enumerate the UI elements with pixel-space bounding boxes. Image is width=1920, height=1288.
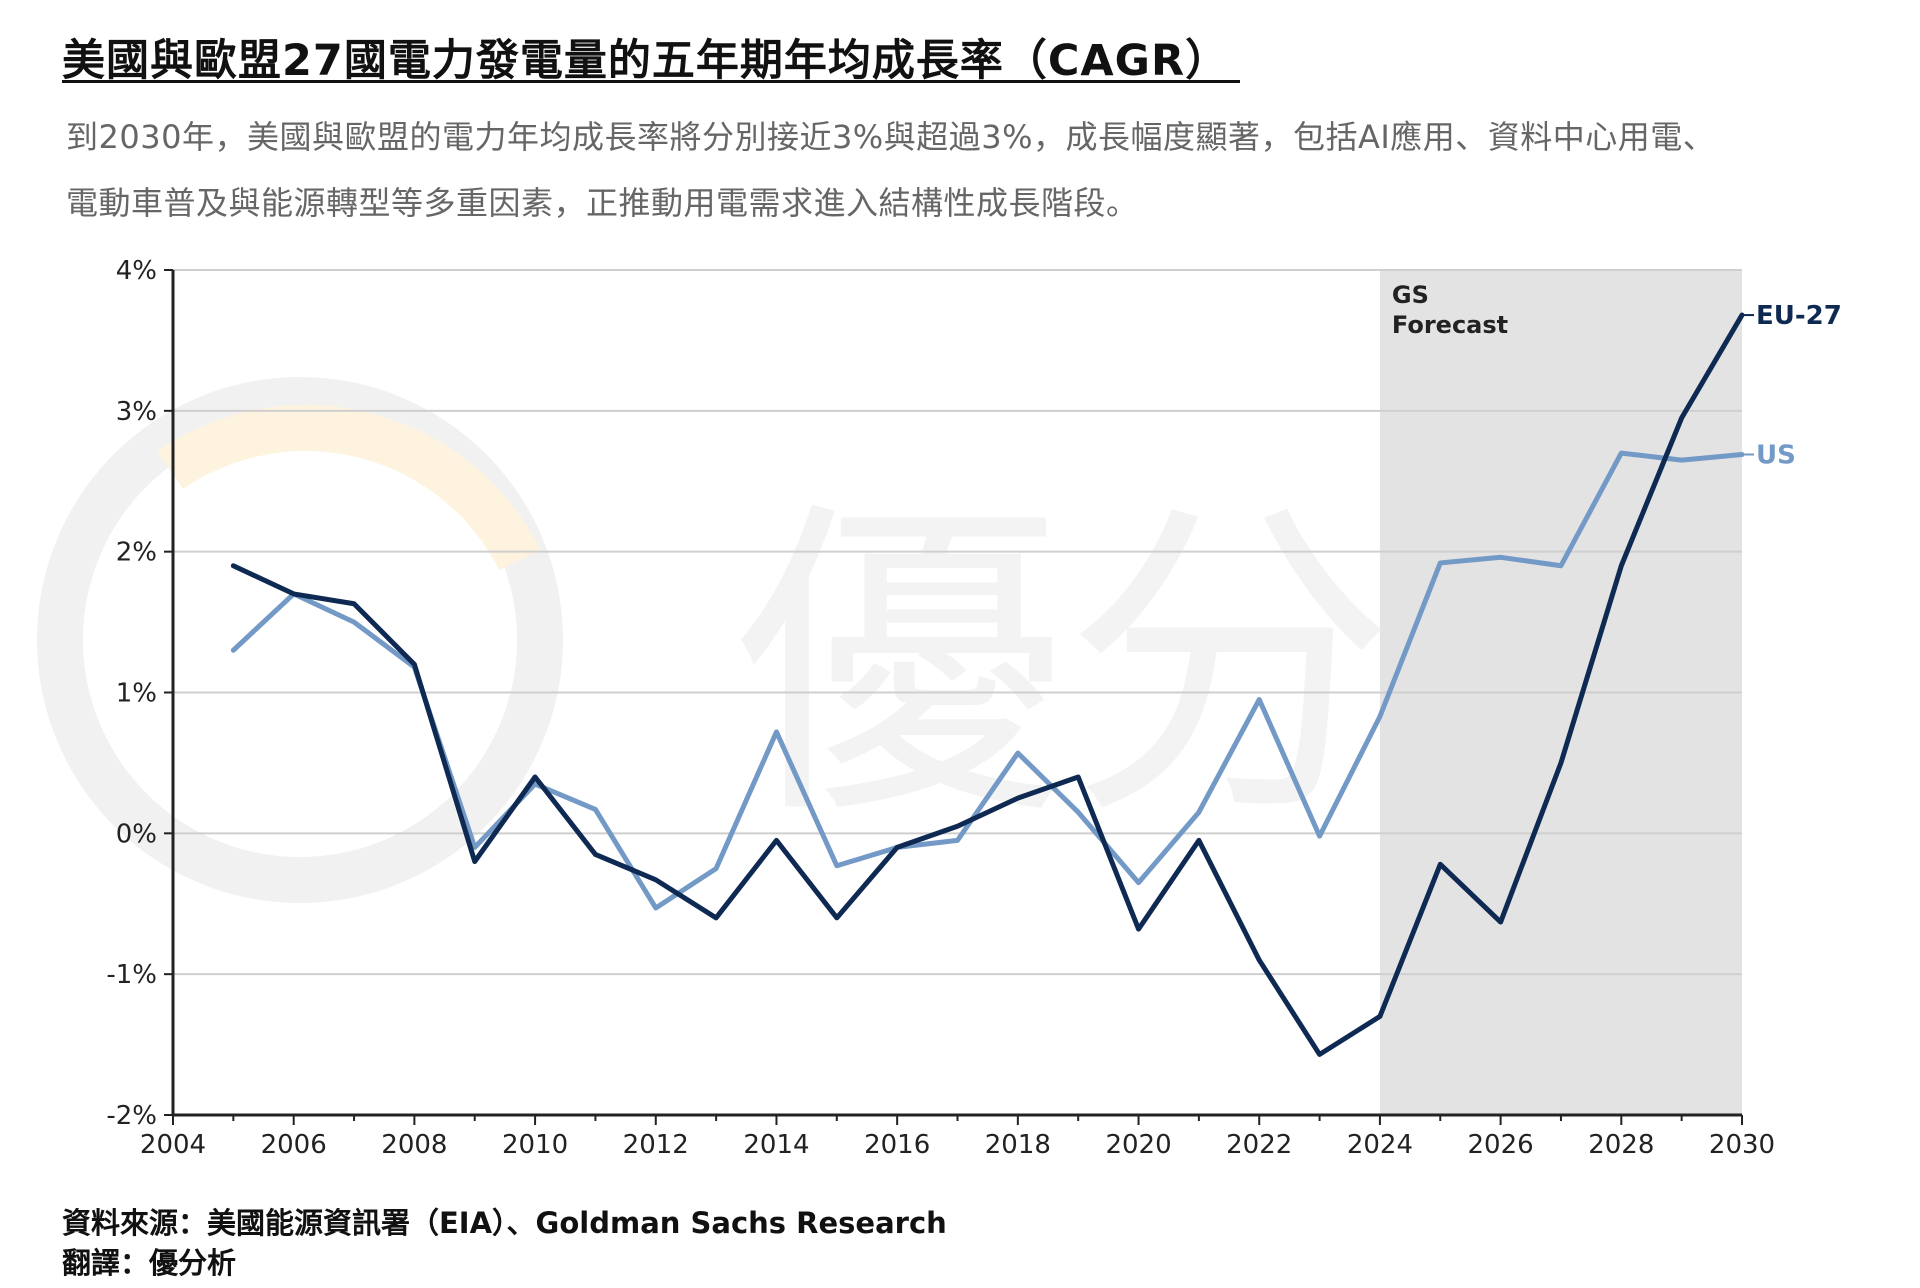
x-axis-ticks: 2004 2006 2008 2010 2012 2014 2016 2018 2020 2022… [140, 1115, 1775, 1160]
x-tick-label: 2024 [1347, 1130, 1413, 1160]
y-tick-label: 0% [116, 819, 157, 849]
page-title: 美國與歐盟27國電力發電量的五年期年均成長率（CAGR） [62, 36, 1230, 86]
x-tick-label: 2028 [1588, 1130, 1654, 1160]
x-tick-label: 2014 [743, 1130, 809, 1160]
x-tick-label: 2022 [1226, 1130, 1292, 1160]
gridlines [173, 269, 1742, 976]
forecast-label-line-1: GS [1392, 281, 1429, 309]
x-tick-label: 2026 [1468, 1130, 1534, 1160]
series-line-us [230, 450, 1745, 911]
x-tick-label: 2006 [261, 1130, 327, 1160]
x-tick-label: 2018 [985, 1130, 1051, 1160]
series-line-eu-27 [230, 312, 1745, 1057]
x-tick-label: 2004 [140, 1130, 206, 1160]
title-underline [62, 80, 1240, 83]
translation-note: 翻譯：優分析 [62, 1246, 237, 1280]
x-tick-label: 2020 [1105, 1130, 1171, 1160]
series-label-eu-27: EU-27 [1756, 301, 1842, 331]
y-tick-label: 4% [116, 256, 157, 286]
x-tick-label: 2030 [1709, 1130, 1775, 1160]
y-tick-label: -2% [106, 1101, 157, 1131]
series-lines [230, 312, 1745, 1057]
watermark-logo-arc [157, 405, 541, 571]
x-tick-label: 2016 [864, 1130, 930, 1160]
y-tick-label: -1% [106, 960, 157, 990]
forecast-label-line-2: Forecast [1392, 311, 1508, 339]
watermark-logo-circle [37, 377, 563, 903]
x-tick-label: 2008 [381, 1130, 447, 1160]
series-labels: EU-27 US [1744, 301, 1842, 470]
y-tick-label: 1% [116, 679, 157, 709]
y-axis-ticks: -2% -1% 0% 1% 2% 3% 4% [106, 256, 173, 1131]
x-tick-label: 2010 [502, 1130, 568, 1160]
y-tick-label: 3% [116, 397, 157, 427]
x-tick-label: 2012 [623, 1130, 689, 1160]
subtitle: 到2030年，美國與歐盟的電力年均成長率將分別接近3%與超過3%，成長幅度顯著，… [66, 104, 1906, 236]
subtitle-line-2: 電動車普及與能源轉型等多重因素，正推動用電需求進入結構性成長階段。 [66, 184, 1139, 222]
subtitle-line-1: 到2030年，美國與歐盟的電力年均成長率將分別接近3%與超過3%，成長幅度顯著，… [66, 118, 1716, 156]
source-note: 資料來源：美國能源資訊署（EIA）、Goldman Sachs Research [62, 1206, 947, 1240]
y-tick-label: 2% [116, 538, 157, 568]
series-label-us: US [1756, 440, 1796, 470]
